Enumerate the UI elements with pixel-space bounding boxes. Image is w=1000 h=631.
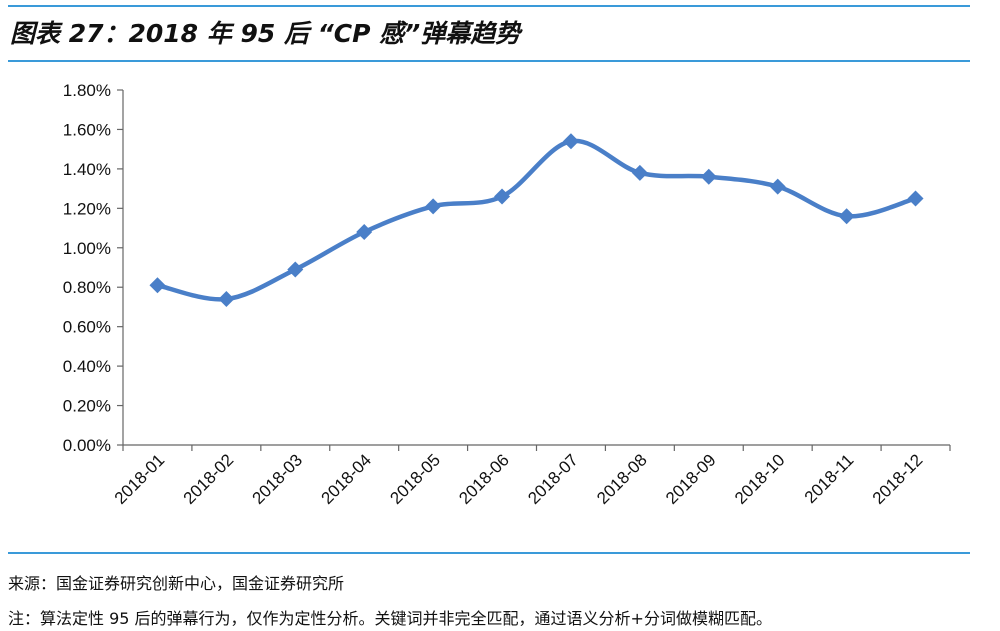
method-note: 注：算法定性 95 后的弹幕行为，仅作为定性分析。关键词并非完全匹配，通过语义分…	[8, 609, 772, 628]
x-tick-label: 2018-10	[731, 450, 789, 508]
x-tick-label: 2018-04	[317, 450, 375, 508]
x-tick-label: 2018-05	[386, 450, 444, 508]
series-line	[155, 138, 918, 302]
series-markers	[149, 133, 924, 308]
x-axis-ticks: 2018-01 2018-02 2018-03 2018-04 2018-05 2018-…	[111, 445, 951, 508]
data-point-marker	[838, 208, 855, 225]
x-tick-label: 2018-11	[801, 450, 858, 507]
chart-title: 图表 27：2018 年 95 后 “CP 感”弹幕趋势	[10, 19, 521, 48]
y-tick-label: 1.80%	[63, 81, 111, 100]
data-point-marker	[149, 277, 166, 294]
data-point-marker	[218, 291, 235, 308]
data-point-marker	[769, 178, 786, 195]
title-bottom-rule	[8, 60, 970, 62]
x-tick-label: 2018-09	[662, 450, 720, 508]
data-point-marker	[287, 261, 304, 278]
x-tick-label: 2018-03	[249, 450, 307, 508]
x-tick-label: 2018-06	[455, 450, 513, 508]
x-tick-label: 2018-02	[180, 450, 238, 508]
y-tick-label: 1.00%	[63, 239, 111, 258]
chart-axes	[122, 90, 950, 446]
x-tick-label: 2018-07	[524, 450, 582, 508]
y-tick-label: 0.40%	[63, 357, 111, 376]
data-point-marker	[700, 168, 717, 185]
y-tick-label: 1.60%	[63, 120, 111, 139]
data-point-marker	[425, 198, 442, 215]
y-tick-label: 1.20%	[63, 199, 111, 218]
y-axis-ticks: 0.00% 0.20% 0.40% 0.60% 0.80% 1.00% 1.20% 1.40%…	[63, 81, 123, 455]
y-tick-label: 0.00%	[63, 436, 111, 455]
y-tick-label: 1.40%	[63, 160, 111, 179]
x-tick-label: 2018-08	[593, 450, 651, 508]
data-point-marker	[356, 224, 373, 240]
data-point-marker	[562, 133, 579, 150]
source-note: 来源：国金证券研究创新中心，国金证券研究所	[8, 574, 345, 593]
y-tick-label: 0.60%	[63, 318, 111, 337]
x-tick-label: 2018-01	[111, 450, 169, 508]
data-point-marker	[907, 190, 924, 207]
y-tick-label: 0.80%	[63, 278, 111, 297]
data-point-marker	[494, 188, 511, 205]
x-tick-label: 2018-12	[869, 450, 927, 508]
data-point-marker	[631, 164, 648, 181]
y-tick-label: 0.20%	[63, 397, 111, 416]
title-top-rule	[8, 5, 970, 7]
footer-rule	[8, 552, 970, 554]
